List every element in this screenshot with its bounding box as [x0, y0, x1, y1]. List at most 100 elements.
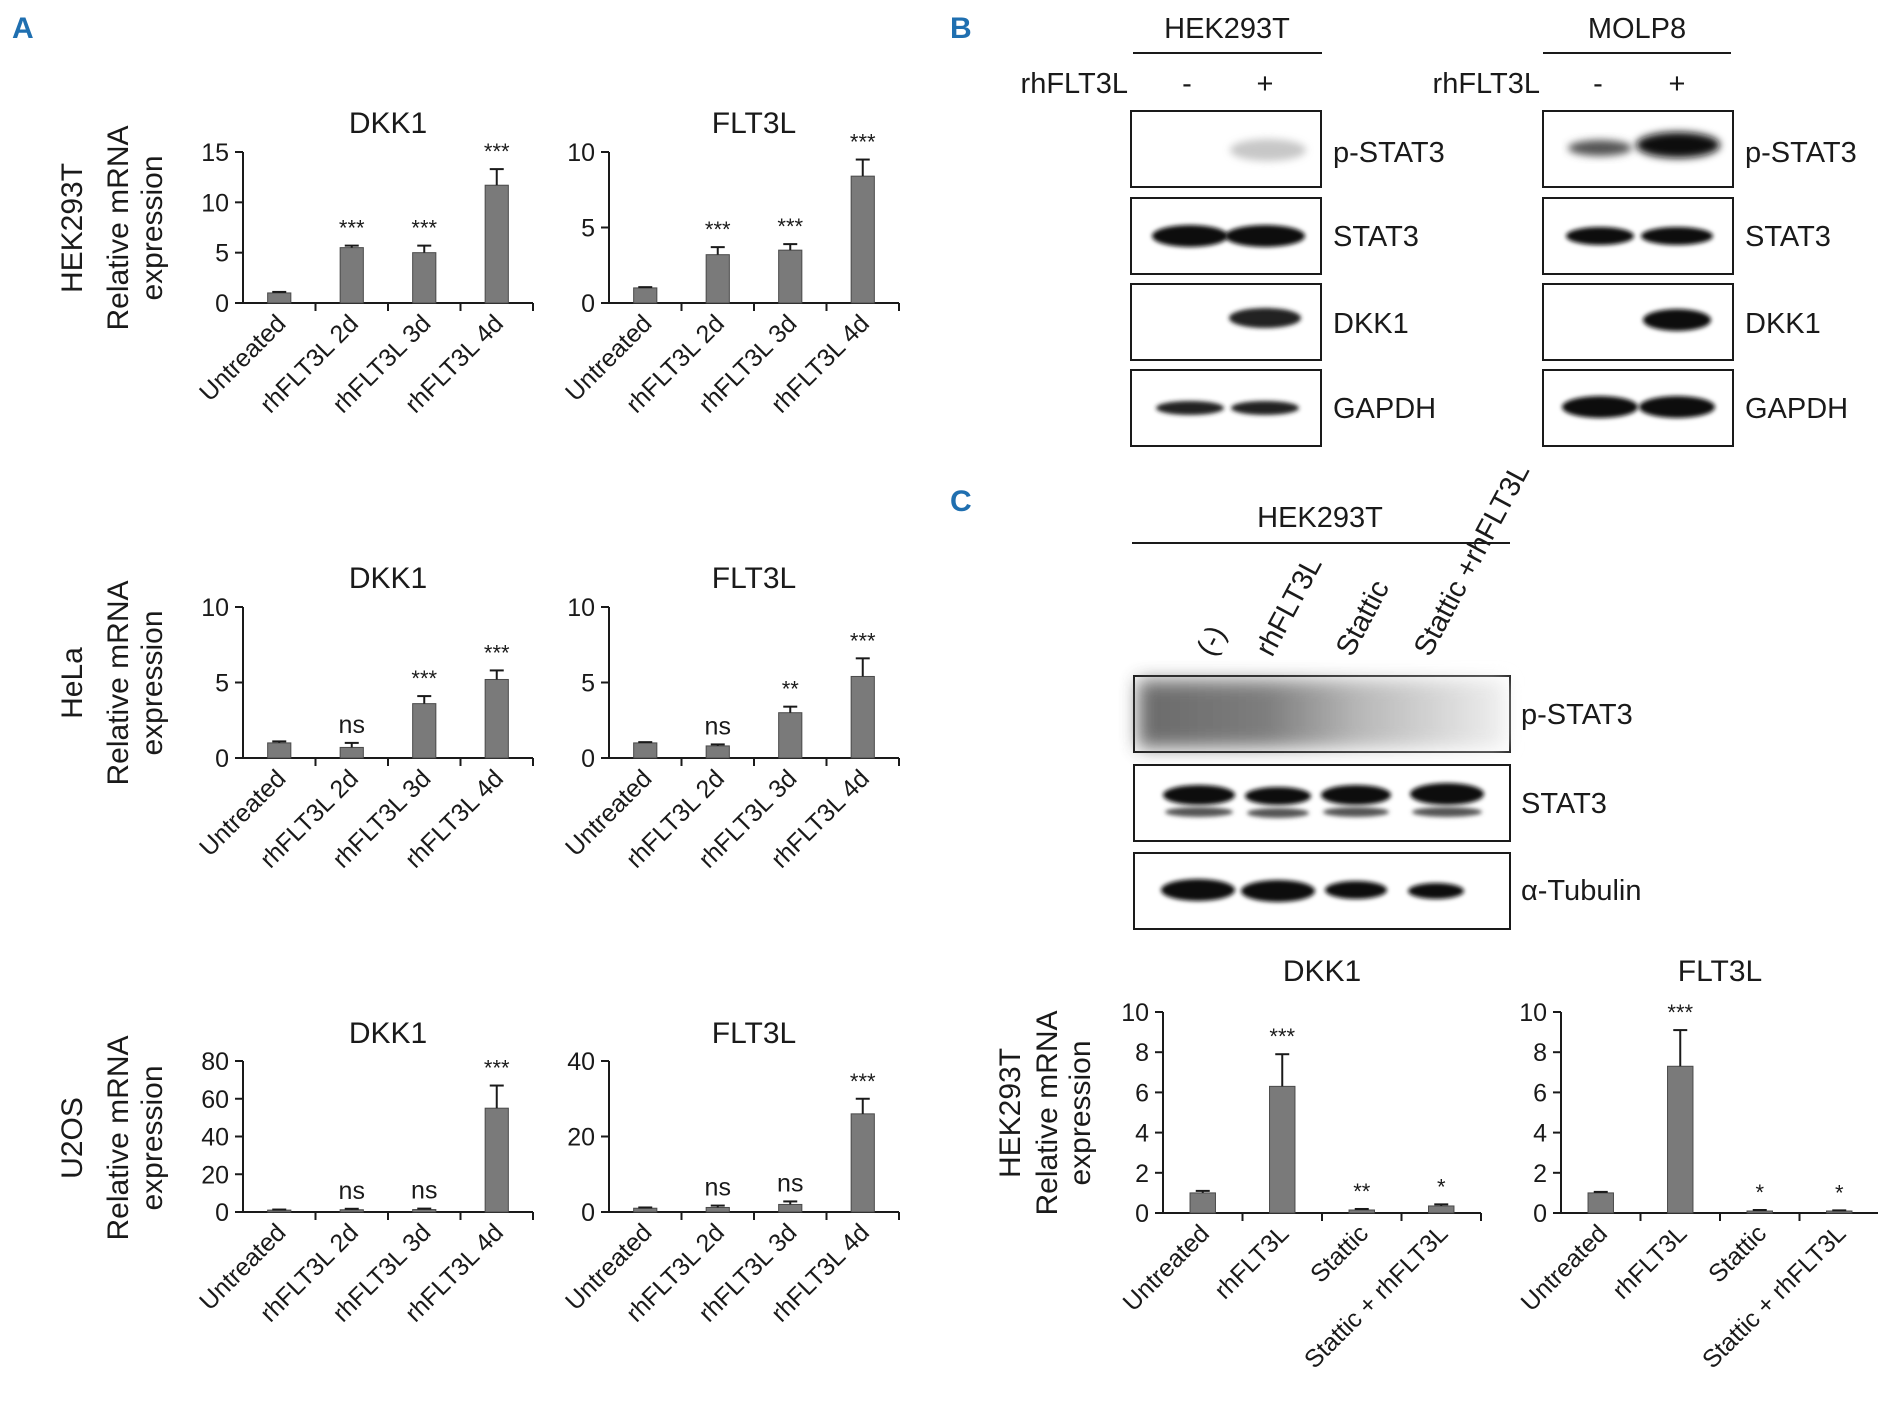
blot-band [1412, 807, 1482, 817]
y-tick-label: 20 [567, 1124, 595, 1152]
row-label: HEK293T [56, 163, 89, 293]
panel-letter-b: B [950, 12, 972, 45]
bar [850, 175, 875, 304]
significance-label: *** [411, 666, 437, 691]
y-axis-label: Relative mRNA [102, 580, 135, 785]
significance-label: *** [1667, 1000, 1693, 1025]
y-tick-label: 10 [201, 594, 229, 622]
lane-label: Stattic [1330, 575, 1396, 661]
significance-label: ns [777, 1169, 803, 1197]
bar [484, 184, 509, 304]
blot-row-label: GAPDH [1745, 393, 1848, 425]
chart-title: FLT3L [712, 107, 796, 140]
panel-letter-c: C [950, 485, 972, 518]
bar [633, 1207, 658, 1213]
significance-label: ns [411, 1177, 437, 1205]
significance-label: *** [411, 216, 437, 241]
blot-row-label: STAT3 [1745, 221, 1831, 253]
y-tick-label: 80 [201, 1048, 229, 1076]
bar [705, 1206, 730, 1213]
blot-row-label: p-STAT3 [1333, 137, 1445, 169]
blot-band [1229, 308, 1301, 328]
significance-label: *** [850, 628, 876, 653]
bar [1667, 1065, 1694, 1214]
blot-row-label: DKK1 [1745, 308, 1821, 340]
lane-label: - [1182, 68, 1192, 100]
significance-label: * [1755, 1180, 1764, 1205]
x-category-label: rhFLT3L [1209, 1219, 1294, 1304]
row-label: HeLa [56, 647, 89, 719]
significance-label: *** [1269, 1024, 1295, 1049]
lane-label: Stattic +rhFLT3L [1408, 458, 1536, 661]
bar [1746, 1210, 1773, 1214]
blot-band [1639, 396, 1715, 418]
significance-label: * [1835, 1180, 1844, 1205]
y-tick-label: 10 [1519, 999, 1547, 1027]
significance-label: *** [705, 217, 731, 242]
chart-title: DKK1 [349, 107, 427, 140]
bar [633, 742, 658, 759]
blot-band [1566, 227, 1634, 245]
significance-label: ** [782, 677, 800, 702]
bar [778, 712, 803, 759]
significance-label: ns [705, 712, 731, 740]
significance-label: ns [339, 711, 365, 739]
bar [1348, 1209, 1375, 1214]
chart-title: FLT3L [712, 1017, 796, 1050]
chart-title: FLT3L [712, 562, 796, 595]
y-axis-label: expression [136, 155, 169, 300]
blot-band [1568, 140, 1632, 156]
y-tick-label: 5 [581, 670, 595, 698]
bar-chart-c-flt3l: FLT3L 0 2 4 6 8 10 Untreated *** rhFLT3L * Stattic *… [1516, 955, 1878, 1374]
y-tick-label: 2 [1135, 1160, 1149, 1188]
y-tick-label: 5 [215, 240, 229, 268]
y-tick-label: 0 [581, 745, 595, 773]
blot-header: MOLP8 [1588, 13, 1686, 45]
blot-band [1247, 808, 1309, 818]
significance-label: *** [777, 214, 803, 239]
bar [412, 703, 437, 759]
row-label: HEK293T [994, 1048, 1027, 1178]
y-tick-label: 0 [215, 1199, 229, 1227]
y-tick-label: 4 [1533, 1120, 1547, 1148]
blot-c-hek293t: HEK293T (-) rhFLT3L Stattic Stattic +rhF… [1132, 458, 1641, 930]
y-tick-label: 5 [215, 670, 229, 698]
y-tick-label: 10 [1121, 999, 1149, 1027]
blot-band [1225, 225, 1305, 247]
bar [339, 746, 364, 759]
lane-label: (-) [1191, 621, 1233, 662]
blot-band [1152, 225, 1228, 247]
x-category-label: Untreated [1118, 1219, 1215, 1316]
blot-band [1410, 783, 1484, 805]
chart-title: DKK1 [349, 1017, 427, 1050]
bar [633, 287, 658, 304]
bar [339, 1209, 364, 1213]
significance-label: ** [1353, 1179, 1371, 1204]
y-tick-label: 6 [1533, 1079, 1547, 1107]
significance-label: *** [850, 130, 876, 155]
blot-band [1231, 401, 1299, 415]
blot-band [1161, 879, 1235, 901]
y-tick-label: 15 [201, 139, 229, 167]
y-axis-label: Relative mRNA [102, 1035, 135, 1240]
blot-row-label: α-Tubulin [1521, 875, 1641, 907]
y-tick-label: 40 [567, 1048, 595, 1076]
blot-band [1325, 881, 1387, 899]
blot-band [1643, 309, 1711, 331]
significance-label: ns [339, 1177, 365, 1205]
blot-b-hek293t: HEK293T rhFLT3L - + p-STAT3 STAT3 DKK1 G… [1021, 13, 1445, 447]
blot-row-label: GAPDH [1333, 393, 1436, 425]
bar [705, 745, 730, 759]
significance-label: *** [484, 139, 510, 164]
y-tick-label: 10 [567, 139, 595, 167]
treatment-label: rhFLT3L [1021, 68, 1128, 100]
blot-band [1641, 227, 1713, 245]
significance-label: * [1437, 1174, 1446, 1199]
bar [1189, 1192, 1216, 1214]
y-tick-label: 0 [581, 1199, 595, 1227]
bar [267, 742, 292, 759]
x-category-label: Stattic + rhFLT3L [1697, 1219, 1852, 1374]
y-tick-label: 0 [1533, 1200, 1547, 1228]
